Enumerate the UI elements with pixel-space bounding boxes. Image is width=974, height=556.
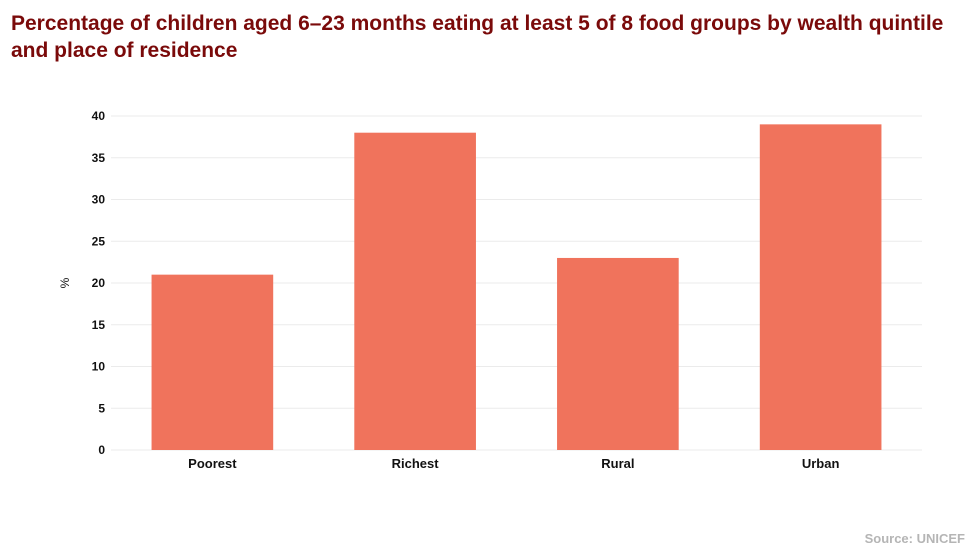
y-tick-label-6: 30 — [92, 193, 106, 207]
bar-rural — [557, 257, 679, 450]
bar-urban — [759, 124, 882, 450]
chart-title: Percentage of children aged 6–23 months … — [11, 12, 944, 62]
y-tick-label-2: 10 — [92, 360, 106, 374]
x-category-label-richest: Richest — [392, 456, 440, 471]
x-category-label-poorest: Poorest — [188, 456, 237, 471]
y-tick-label-5: 25 — [92, 234, 106, 248]
x-category-label-rural: Rural — [601, 456, 634, 471]
y-tick-label-0: 0 — [98, 443, 105, 457]
y-axis-ticks: 0 5 10 15 20 25 30 35 40 — [92, 109, 106, 457]
bar-richest — [354, 132, 476, 450]
source-note: Source: UNICEF — [864, 531, 965, 546]
y-tick-label-7: 35 — [92, 151, 106, 165]
y-tick-label-1: 5 — [98, 401, 105, 415]
y-tick-label-4: 20 — [92, 276, 106, 290]
x-category-label-urban: Urban — [802, 456, 840, 471]
x-axis-categories: Poorest Richest Rural Urban — [188, 456, 839, 471]
bars — [151, 124, 882, 450]
y-tick-label-3: 15 — [92, 318, 106, 332]
bar-poorest — [151, 274, 274, 450]
y-axis-title: % — [58, 277, 72, 288]
y-tick-label-8: 40 — [92, 109, 106, 123]
